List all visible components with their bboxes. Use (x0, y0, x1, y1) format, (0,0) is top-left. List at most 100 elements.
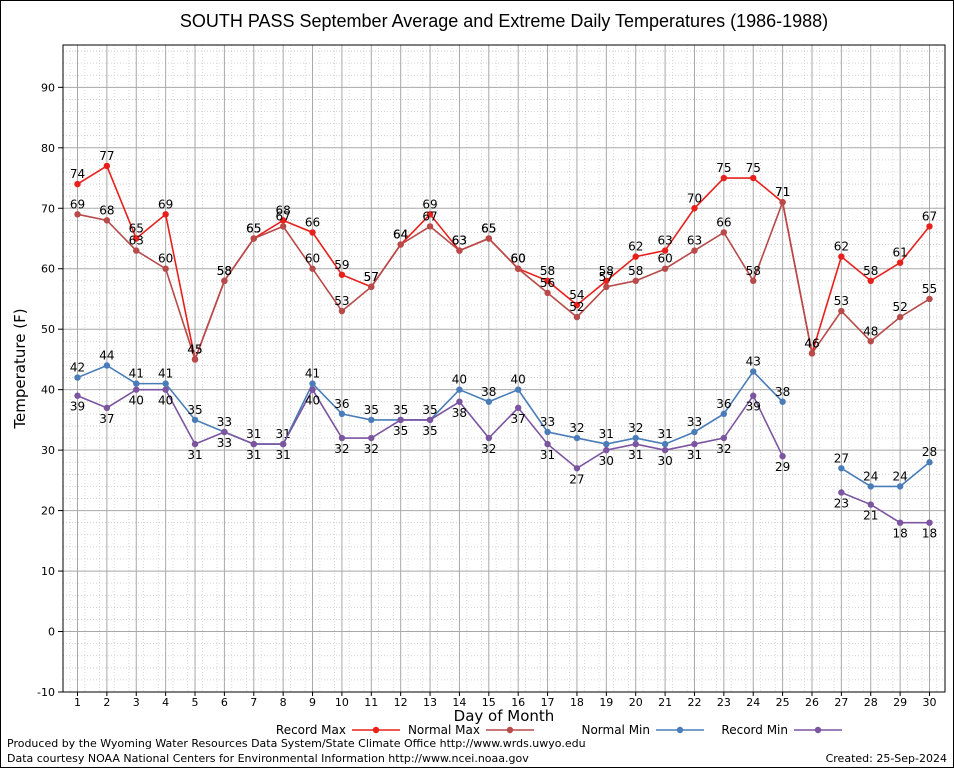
x-tick-label: 4 (162, 696, 169, 709)
normal-max-point (368, 283, 375, 291)
record-min-point (368, 434, 375, 442)
normal-max-point (691, 247, 698, 254)
x-tick-label: 15 (482, 696, 496, 709)
normal-max-data-label: 68 (99, 203, 114, 217)
normal-min-point (691, 428, 698, 436)
normal-min-data-label: 33 (540, 415, 555, 429)
normal-min-data-label: 24 (863, 469, 878, 483)
normal-max-point (485, 235, 493, 242)
record-min-data-label: 32 (364, 442, 379, 456)
record-min-data-label: 31 (276, 448, 291, 462)
x-tick-label: 25 (776, 696, 790, 709)
record-min-point (456, 398, 463, 405)
record-min-point (926, 519, 933, 526)
record-max-data-label: 67 (922, 209, 937, 223)
normal-min-data-label: 38 (481, 385, 496, 399)
record-min-data-label: 40 (129, 394, 144, 408)
normal-min-point (368, 416, 375, 424)
record-max-point (896, 259, 904, 266)
normal-min-data-label: 33 (217, 415, 232, 429)
record-min-data-label: 37 (99, 412, 114, 426)
x-tick-label: 8 (280, 696, 287, 709)
y-tick-label: 10 (41, 565, 55, 578)
normal-min-data-label: 35 (422, 403, 437, 417)
record-min-point (779, 452, 786, 460)
x-tick-label: 5 (192, 696, 199, 709)
record-max-data-label: 59 (334, 258, 349, 272)
normal-max-data-label: 58 (217, 264, 232, 278)
normal-min-point (632, 434, 639, 442)
record-max-data-label: 63 (657, 234, 672, 248)
y-tick-label: 20 (41, 505, 55, 518)
x-tick-label: 14 (452, 696, 466, 709)
normal-max-data-label: 65 (246, 221, 261, 235)
x-tick-label: 19 (599, 696, 613, 709)
normal-min-point (74, 374, 81, 381)
normal-max-point (74, 211, 81, 218)
normal-max-data-label: 58 (628, 264, 643, 278)
plot-border (62, 44, 946, 693)
y-tick-label: -10 (37, 686, 55, 699)
record-min-point (103, 404, 111, 412)
record-min-point (338, 434, 346, 442)
normal-max-point (779, 199, 786, 206)
record-min-data-label: 40 (158, 394, 173, 408)
record-max-data-label: 62 (834, 240, 849, 254)
normal-min-point (896, 483, 904, 490)
normal-max-data-label: 57 (599, 270, 614, 284)
record-min-point (603, 446, 610, 454)
normal-min-point (867, 483, 874, 490)
y-tick-label: 80 (41, 142, 55, 155)
normal-max-point (838, 307, 845, 315)
normal-min-data-label: 35 (393, 403, 408, 417)
normal-min-data-label: 32 (569, 421, 584, 435)
record-min-line (841, 491, 930, 524)
record-min-data-label: 18 (892, 527, 907, 541)
record-max-data-label: 65 (481, 221, 496, 235)
x-tick-label: 9 (309, 696, 316, 709)
record-max-data-label: 69 (422, 197, 437, 211)
record-min-point (162, 386, 169, 393)
footer-producer: Produced by the Wyoming Water Resources … (7, 737, 586, 750)
record-min-data-label: 35 (422, 424, 437, 438)
record-max-data-label: 54 (569, 288, 584, 302)
y-tick-label: 40 (41, 384, 55, 397)
y-axis-label: Temperature (F) (11, 308, 29, 429)
record-min-point (191, 440, 199, 448)
x-tick-label: 26 (805, 696, 819, 709)
record-min-point (896, 519, 904, 526)
normal-min-point (514, 386, 522, 393)
x-tick-label: 18 (570, 696, 584, 709)
record-min-point (133, 386, 140, 393)
normal-min-data-label: 36 (334, 397, 349, 411)
record-max-data-label: 58 (540, 264, 555, 278)
normal-min-data-label: 32 (628, 421, 643, 435)
x-tick-label: 12 (394, 696, 408, 709)
normal-max-line (77, 199, 930, 362)
normal-min-point (573, 434, 581, 442)
normal-min-data-label: 41 (305, 367, 320, 381)
record-max-point (750, 174, 757, 182)
normal-min-point (750, 368, 757, 375)
normal-max-data-label: 65 (481, 221, 496, 235)
record-max-point (103, 162, 111, 170)
x-tick-label: 11 (364, 696, 378, 709)
record-max-data-label: 64 (393, 228, 408, 242)
record-min-point (544, 440, 551, 448)
normal-max-point (103, 217, 111, 224)
normal-min-data-label: 42 (70, 361, 85, 375)
record-max-point (279, 217, 287, 224)
x-tick-label: 16 (511, 696, 525, 709)
record-max-data-label: 62 (628, 240, 643, 254)
normal-max-point (896, 313, 904, 321)
chart-title: SOUTH PASS September Average and Extreme… (180, 11, 828, 31)
record-min-data-label: 31 (628, 448, 643, 462)
record-min-data-label: 21 (863, 509, 878, 523)
plot-area (63, 45, 945, 692)
record-max-data-label: 74 (70, 167, 85, 181)
normal-max-data-label: 52 (569, 300, 584, 314)
record-max-point (573, 301, 581, 309)
record-min-point (573, 465, 581, 472)
x-tick-label: 1 (74, 696, 81, 709)
